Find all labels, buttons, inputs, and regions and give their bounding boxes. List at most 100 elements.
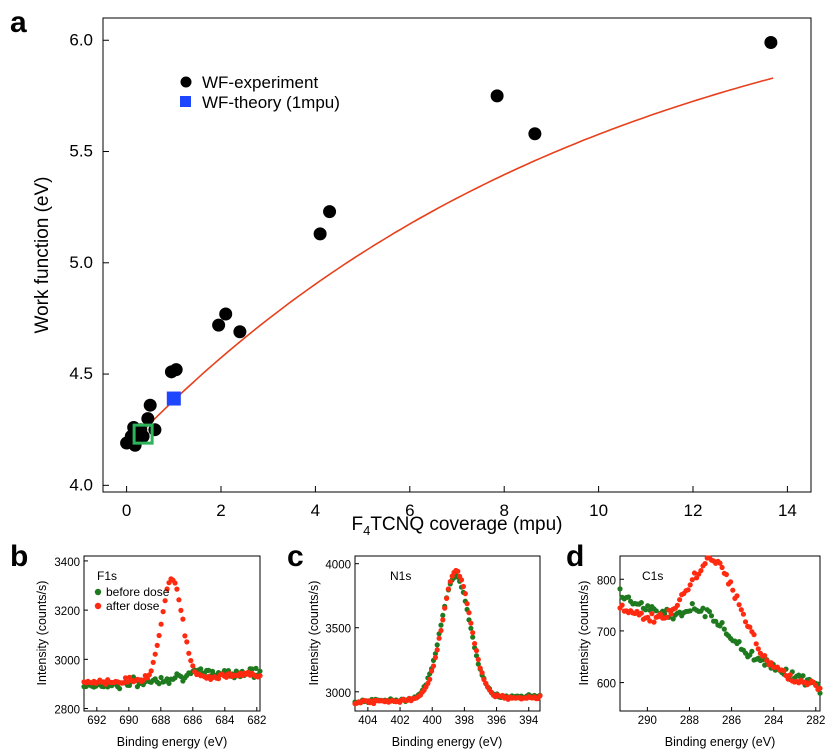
spectrum-point-red — [755, 646, 761, 652]
spectrum-point-green — [166, 680, 172, 687]
legend-label-before-dose: before dose — [106, 585, 170, 599]
xlabel-rest: TCNQ coverage (mpu) — [370, 514, 562, 535]
spectrum-point-red — [651, 619, 657, 625]
spectrum-point-red — [475, 656, 481, 663]
spectrum-point-green — [253, 665, 259, 672]
x-tick-label: 2 — [216, 501, 225, 520]
y-tick-label: 2800 — [54, 705, 80, 717]
y-tick-label: 6.0 — [69, 30, 93, 49]
y-tick-label: 600 — [597, 679, 616, 691]
x-tick-label: 8 — [499, 501, 508, 520]
y-tick-label: 5.0 — [69, 253, 93, 272]
panel-d-xlabel: Binding energy (eV) — [665, 735, 775, 749]
data-point-experiment — [313, 227, 327, 241]
spectrum-point-green — [156, 681, 162, 687]
spectrum-point-red — [657, 611, 664, 617]
spectrum-point-red — [430, 663, 437, 669]
spectrum-point-red — [664, 614, 670, 620]
spectrum-point-red — [432, 654, 438, 661]
spectrum-point-red — [813, 682, 819, 689]
spectrum-point-red — [184, 639, 190, 645]
x-tick-label: 686 — [183, 715, 202, 727]
panel-b-frame — [83, 555, 261, 712]
x-tick-label: 690 — [119, 715, 138, 727]
spectrum-point-red — [152, 651, 158, 657]
data-point-experiment — [323, 205, 337, 219]
spectrum-point-red — [148, 668, 154, 674]
panel-d-frame — [619, 555, 821, 712]
data-point-theory — [166, 391, 181, 406]
spectrum-point-red — [702, 561, 708, 567]
spectrum-point-red — [666, 607, 672, 613]
x-tick-label: 692 — [87, 715, 106, 727]
spectrum-point-green — [749, 648, 755, 654]
spectrum-point-green — [653, 608, 659, 614]
spectrum-point-green — [736, 639, 742, 645]
spectrum-point-green — [178, 673, 184, 680]
spectrum-point-green — [702, 614, 708, 620]
spectrum-point-red — [215, 676, 222, 682]
spectrum-point-red — [781, 668, 787, 674]
spectrum-point-red — [121, 680, 127, 686]
spectrum-point-red — [817, 685, 823, 691]
spectrum-point-green — [117, 686, 123, 692]
spectrum-point-red — [687, 582, 693, 588]
spectrum-point-green — [440, 612, 446, 619]
spectrum-point-red — [176, 597, 182, 603]
spectrum-point-red — [747, 624, 753, 630]
data-point-experiment — [219, 307, 233, 321]
spectrum-point-red — [787, 672, 793, 678]
panel-d-label: C1s — [642, 569, 663, 583]
panel-c-ylabel: Intensity (counts/s) — [307, 581, 321, 686]
spectrum-point-red — [473, 648, 480, 654]
panel-b: 692 690 688 686 684 682 2800 3000 3200 3400 F1s b… — [35, 555, 266, 749]
spectrum-point-red — [103, 681, 109, 687]
spectrum-point-red — [738, 607, 744, 613]
x-tick-label: 396 — [487, 715, 506, 727]
legend-marker-before-dose — [94, 588, 102, 596]
panel-letter-b: b — [10, 540, 28, 573]
spectrum-point-red — [768, 660, 774, 666]
panel-a-ticks: 0 2 4 6 8 10 12 14 4.0 4.5 5.0 5.5 6.0 — [69, 30, 797, 520]
spectrum-point-red — [677, 597, 683, 603]
spectrum-point-green — [638, 600, 644, 606]
data-point-experiment — [764, 35, 778, 49]
y-tick-label: 4.5 — [69, 364, 93, 383]
spectrum-point-green — [760, 657, 766, 663]
spectrum-point-red — [186, 650, 192, 656]
panel-c-ticks: 404 402 400 398 396 394 3000 3500 4000 — [325, 560, 539, 727]
spectrum-point-red — [444, 595, 450, 602]
spectrum-point-red — [438, 627, 444, 634]
panel-c: 404 402 400 398 396 394 3000 3500 4000 N1s Inten… — [307, 555, 543, 749]
x-tick-label: 14 — [778, 501, 797, 520]
spectrum-point-red — [156, 632, 162, 639]
spectrum-point-red — [753, 641, 759, 647]
spectrum-point-red — [472, 641, 478, 647]
spectrum-point-red — [537, 693, 543, 699]
y-tick-label: 700 — [597, 627, 616, 639]
x-tick-label: 682 — [247, 715, 266, 727]
data-point-experiment — [143, 398, 157, 412]
spectrum-point-red — [425, 680, 431, 687]
spectrum-point-red — [257, 673, 263, 679]
spectrum-point-red — [751, 632, 757, 638]
y-tick-label: 3500 — [325, 624, 351, 636]
spectrum-point-green — [642, 607, 649, 613]
x-tick-label: 404 — [358, 715, 378, 727]
spectrum-point-green — [475, 661, 481, 667]
legend-label-after-dose: after dose — [106, 599, 160, 613]
spectrum-point-red — [445, 586, 451, 592]
spectrum-point-red — [436, 635, 442, 641]
panel-letter-a: a — [10, 6, 27, 39]
x-tick-label: 400 — [423, 715, 442, 727]
legend-marker-experiment — [180, 76, 192, 88]
panel-a-xlabel: F4TCNQ coverage (mpu) — [351, 514, 562, 538]
spectrum-point-green — [158, 674, 164, 681]
spectrum-point-red — [742, 619, 749, 625]
panel-letter-d: d — [566, 540, 584, 573]
x-tick-label: 0 — [122, 501, 131, 520]
y-tick-label: 3000 — [325, 688, 351, 700]
spectrum-point-red — [150, 659, 156, 666]
x-tick-label: 398 — [455, 715, 474, 727]
